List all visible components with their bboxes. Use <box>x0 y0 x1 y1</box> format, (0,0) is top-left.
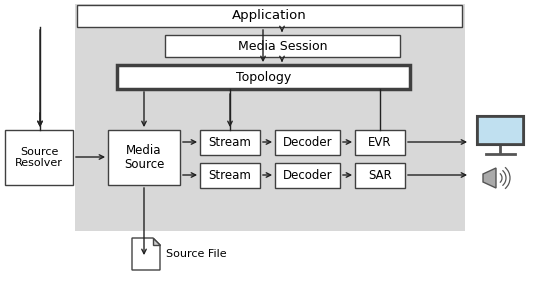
Text: Decoder: Decoder <box>282 136 332 149</box>
Text: EVR: EVR <box>368 136 392 149</box>
Polygon shape <box>153 238 160 245</box>
Text: Source File: Source File <box>166 249 226 259</box>
Text: SAR: SAR <box>368 169 392 182</box>
Text: Source
Resolver: Source Resolver <box>15 147 63 168</box>
Text: Media Session: Media Session <box>238 39 327 53</box>
Text: Media
Source: Media Source <box>124 144 164 172</box>
Text: Application: Application <box>232 9 307 23</box>
FancyBboxPatch shape <box>200 130 260 155</box>
FancyBboxPatch shape <box>200 163 260 188</box>
Text: Stream: Stream <box>209 169 252 182</box>
FancyBboxPatch shape <box>75 4 465 231</box>
Polygon shape <box>483 168 496 188</box>
Text: Topology: Topology <box>236 71 291 84</box>
FancyBboxPatch shape <box>108 130 180 185</box>
FancyBboxPatch shape <box>275 130 340 155</box>
FancyBboxPatch shape <box>355 163 405 188</box>
FancyBboxPatch shape <box>478 117 523 144</box>
FancyBboxPatch shape <box>355 130 405 155</box>
Text: Stream: Stream <box>209 136 252 149</box>
FancyBboxPatch shape <box>77 5 462 27</box>
FancyBboxPatch shape <box>117 65 410 89</box>
FancyBboxPatch shape <box>165 35 400 57</box>
Text: Decoder: Decoder <box>282 169 332 182</box>
FancyBboxPatch shape <box>5 130 73 185</box>
Polygon shape <box>132 238 160 270</box>
FancyBboxPatch shape <box>275 163 340 188</box>
